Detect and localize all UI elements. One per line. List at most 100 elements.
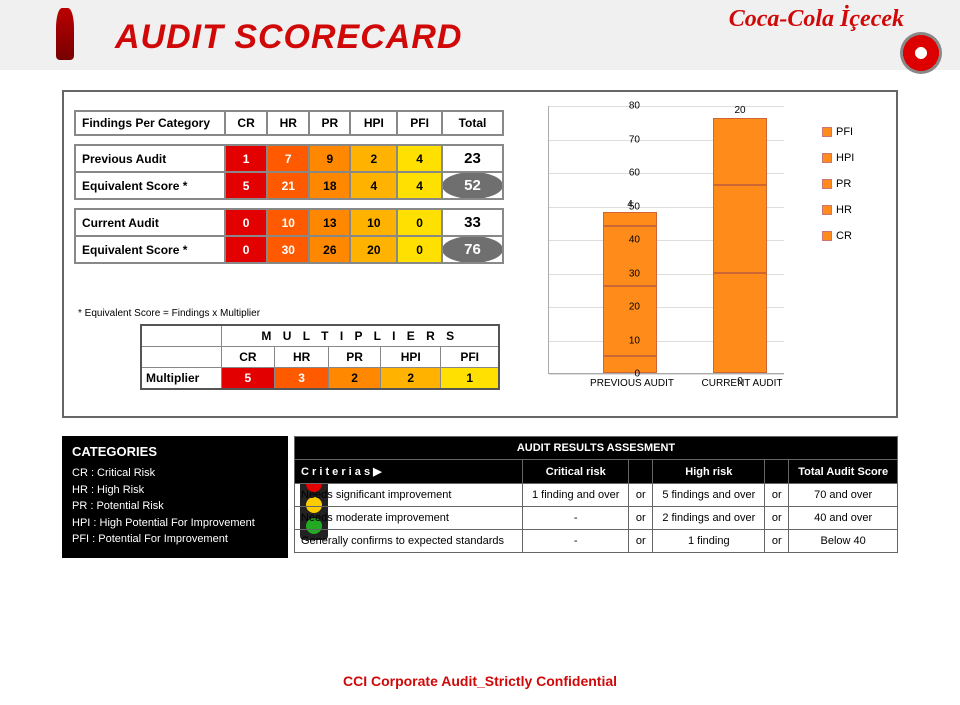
findings-cell: 30 <box>267 236 309 263</box>
mult-col-hr: HR <box>275 347 329 368</box>
assessment-row: Needs moderate improvement-or2 findings … <box>295 507 898 530</box>
stacked-bar-chart: 5211840302620 PFIHPIPRHRCR 0102030405060… <box>522 102 882 402</box>
assessment-subheader: Critical risk <box>523 460 629 484</box>
findings-cell: 0 <box>397 209 442 236</box>
assessment-subheader: Total Audit Score <box>789 460 898 484</box>
bar-segment: 30 <box>713 273 767 374</box>
findings-cell: 0 <box>225 236 267 263</box>
y-tick-label: 20 <box>616 302 640 313</box>
findings-cell: 33 <box>442 209 503 236</box>
mult-col-hpi: HPI <box>381 347 441 368</box>
chart-legend: PFI HPI PR HR CR <box>822 112 882 256</box>
findings-row-label: Equivalent Score * <box>75 236 225 263</box>
findings-row: Previous Audit1792423 <box>75 145 503 172</box>
findings-cell: 23 <box>442 145 503 172</box>
assessment-title: AUDIT RESULTS ASSESMENT <box>295 437 898 460</box>
mult-col-cr: CR <box>221 347 275 368</box>
findings-cell: 0 <box>397 236 442 263</box>
bar-value-label: 20 <box>714 105 766 116</box>
findings-cell: 2 <box>350 145 397 172</box>
findings-row-label: Equivalent Score * <box>75 172 225 199</box>
findings-row: Current Audit0101310033 <box>75 209 503 236</box>
assessment-cell: or <box>765 484 789 507</box>
category-definition: HPI : High Potential For Improvement <box>72 515 278 532</box>
y-tick-label: 10 <box>616 335 640 346</box>
findings-row-label: Previous Audit <box>75 145 225 172</box>
bar-segment: 4 <box>603 212 657 225</box>
y-tick-label: 30 <box>616 268 640 279</box>
assessment-cell: Below 40 <box>789 530 898 553</box>
scorecard-panel: Findings Per Category CR HR PR HPI PFI T… <box>62 90 898 418</box>
y-tick-label: 50 <box>616 201 640 212</box>
assessment-row: Generally confirms to expected standards… <box>295 530 898 553</box>
assessment-table: AUDIT RESULTS ASSESMENT C r i t e r i a … <box>294 436 898 553</box>
assessment-row: Needs significant improvement1 finding a… <box>295 484 898 507</box>
findings-cell: 10 <box>267 209 309 236</box>
col-pfi: PFI <box>397 111 442 135</box>
findings-cell: 52 <box>442 172 503 199</box>
chart-plot-area: 5211840302620 <box>548 106 784 374</box>
multipliers-table: M U L T I P L I E R S CR HR PR HPI PFI M… <box>140 324 500 390</box>
assessment-subheader <box>629 460 653 484</box>
assessment-cell: Needs significant improvement <box>295 484 523 507</box>
multipliers-title: M U L T I P L I E R S <box>221 325 499 347</box>
brand-logo: Coca-Cola İçecek <box>729 6 904 33</box>
x-category-label: PREVIOUS AUDIT <box>582 378 682 389</box>
findings-cell: 21 <box>267 172 309 199</box>
category-definition: PR : Potential Risk <box>72 498 278 515</box>
bottle-cap-icon <box>900 32 942 74</box>
multiplier-cell: 2 <box>381 368 441 390</box>
findings-cell: 26 <box>309 236 350 263</box>
findings-row: Equivalent Score *521184452 <box>75 172 503 199</box>
findings-cell: 18 <box>309 172 350 199</box>
category-definition: CR : Critical Risk <box>72 465 278 482</box>
assessment-cell: 1 finding and over <box>523 484 629 507</box>
col-pr: PR <box>309 111 350 135</box>
assessment-cell: or <box>629 484 653 507</box>
y-tick-label: 80 <box>616 101 640 112</box>
multiplier-cell: 1 <box>441 368 499 390</box>
assessment-cell: 2 findings and over <box>653 507 765 530</box>
legend-item: PFI <box>822 126 882 138</box>
category-definition: PFI : Potential For Improvement <box>72 531 278 548</box>
findings-cell: 0 <box>225 209 267 236</box>
assessment-cell: 1 finding <box>653 530 765 553</box>
assessment-cell: or <box>629 530 653 553</box>
assessment-cell: - <box>523 507 629 530</box>
assessment-cell: 70 and over <box>789 484 898 507</box>
legend-item: HPI <box>822 152 882 164</box>
legend-item: HR <box>822 204 882 216</box>
y-tick-label: 40 <box>616 235 640 246</box>
findings-row: Equivalent Score *0302620076 <box>75 236 503 263</box>
assessment-cell: or <box>765 507 789 530</box>
y-tick-label: 70 <box>616 134 640 145</box>
page-title: AUDIT SCORECARD <box>115 18 462 57</box>
assessment-cell: or <box>629 507 653 530</box>
findings-header-label: Findings Per Category <box>75 111 225 135</box>
findings-header-row: Findings Per Category CR HR PR HPI PFI T… <box>75 111 503 135</box>
bar-segment: 20 <box>713 118 767 185</box>
findings-cell: 10 <box>350 209 397 236</box>
bar-segment: 26 <box>713 185 767 272</box>
findings-row-label: Current Audit <box>75 209 225 236</box>
assessment-cell: Needs moderate improvement <box>295 507 523 530</box>
findings-cell: 76 <box>442 236 503 263</box>
col-total: Total <box>442 111 503 135</box>
findings-cell: 7 <box>267 145 309 172</box>
mult-col-pfi: PFI <box>441 347 499 368</box>
multiplier-cell: 2 <box>329 368 381 390</box>
assessment-cell: Generally confirms to expected standards <box>295 530 523 553</box>
findings-cell: 13 <box>309 209 350 236</box>
mult-col-pr: PR <box>329 347 381 368</box>
assessment-subheader <box>765 460 789 484</box>
findings-cell: 1 <box>225 145 267 172</box>
legend-item: CR <box>822 230 882 242</box>
bottle-icon <box>56 8 74 60</box>
findings-cell: 20 <box>350 236 397 263</box>
legend-item: PR <box>822 178 882 190</box>
findings-table: Findings Per Category CR HR PR HPI PFI T… <box>74 110 504 264</box>
multiplier-cell: 3 <box>275 368 329 390</box>
x-category-label: CURRENT AUDIT <box>692 378 792 389</box>
multiplier-row-label: Multiplier <box>141 368 221 390</box>
categories-panel: CATEGORIES CR : Critical RiskHR : High R… <box>62 436 288 558</box>
